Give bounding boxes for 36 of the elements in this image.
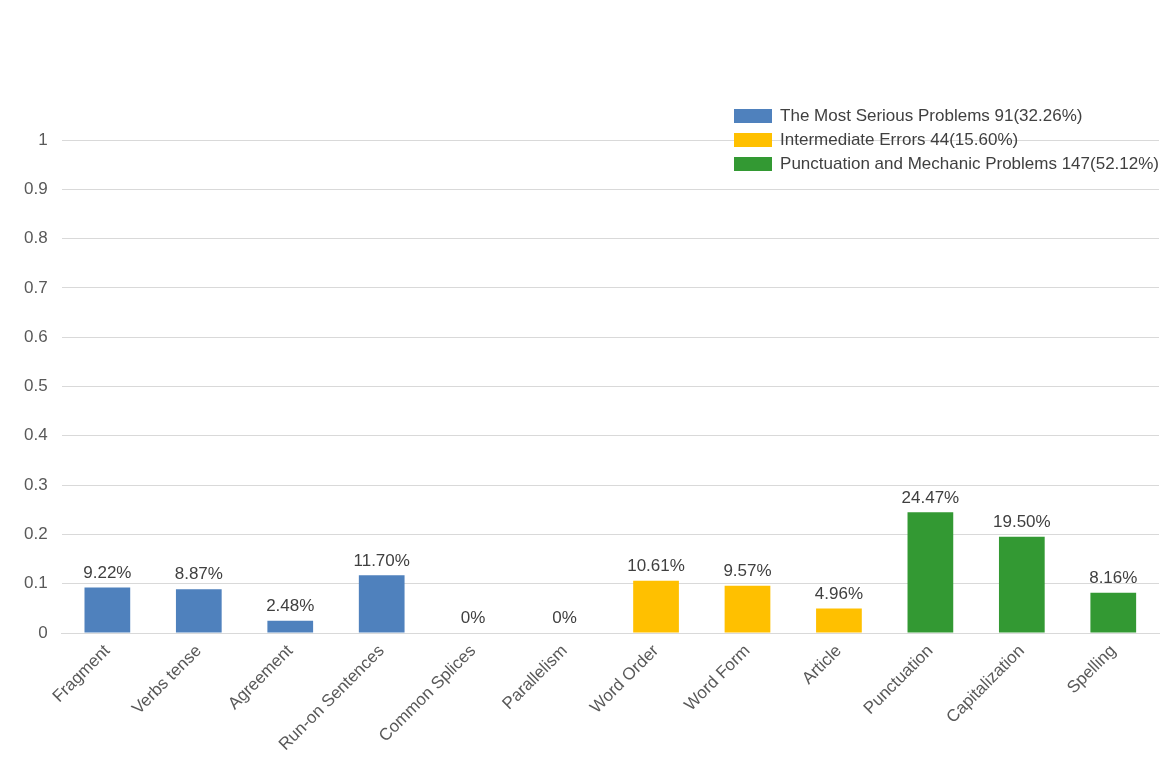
legend-label: Intermediate Errors 44(15.60%) (780, 130, 1019, 150)
y-tick-label: 0 (38, 622, 48, 642)
data-label: 4.96% (814, 583, 864, 603)
legend-label: The Most Serious Problems 91(32.26%) (780, 106, 1083, 126)
bar (633, 580, 679, 633)
data-label: 10.61% (627, 555, 685, 575)
y-tick-label: 0.5 (23, 376, 48, 396)
data-label: 9.22% (83, 562, 132, 582)
bar (267, 620, 314, 633)
bar (998, 536, 1045, 633)
y-tick-label: 0.6 (23, 326, 48, 346)
y-tick-label: 0.9 (23, 178, 48, 198)
y-tick-label: 0.3 (23, 474, 48, 494)
y-tick-label: 1 (38, 129, 48, 149)
y-tick-label: 0.2 (23, 524, 48, 544)
y-tick-label: 0.1 (23, 573, 48, 593)
y-tick-label: 0.4 (23, 425, 48, 445)
bar (175, 589, 222, 633)
data-label: 24.47% (901, 487, 960, 507)
data-label: 19.50% (992, 512, 1051, 532)
data-label: 9.57% (723, 561, 772, 581)
y-tick-label: 0.8 (23, 228, 48, 248)
bar (84, 587, 131, 633)
bar (1090, 592, 1137, 633)
bar (907, 512, 954, 633)
data-label: 8.87% (174, 564, 223, 584)
bar (816, 608, 862, 633)
bar (724, 585, 771, 633)
y-tick-label: 0.7 (23, 277, 48, 297)
data-label: 11.70% (353, 550, 410, 570)
legend-label: Punctuation and Mechanic Problems 147(52.12%) (780, 154, 1159, 174)
data-label: 0% (552, 608, 577, 628)
data-label: 8.16% (1089, 567, 1138, 587)
bar (358, 575, 405, 633)
data-label: 0% (460, 608, 486, 628)
data-label: 2.48% (266, 595, 315, 615)
